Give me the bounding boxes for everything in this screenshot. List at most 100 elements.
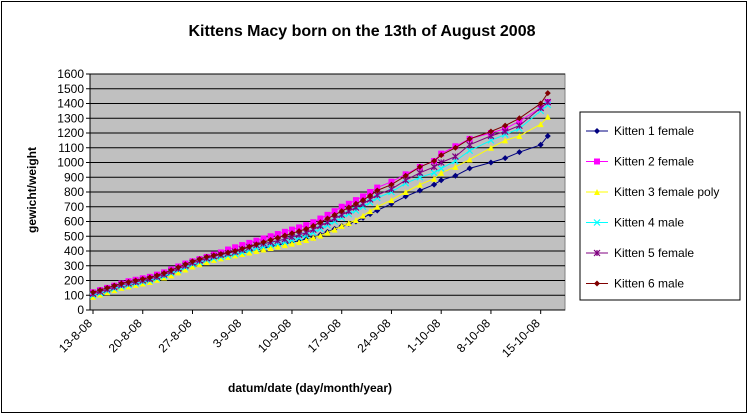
data-point <box>317 215 324 222</box>
data-point <box>175 264 182 271</box>
data-point <box>288 240 295 247</box>
y-axis-title: gewicht/weight <box>25 147 39 233</box>
series-6 <box>90 90 551 296</box>
y-tick-label: 1000 <box>57 156 84 170</box>
data-point <box>210 256 217 263</box>
data-point <box>153 272 160 279</box>
y-tick-label: 100 <box>64 288 84 302</box>
data-point <box>303 236 310 243</box>
data-point <box>281 242 288 249</box>
data-point <box>438 169 445 176</box>
y-tick-label: 400 <box>64 244 84 258</box>
data-point <box>352 197 359 204</box>
data-point <box>466 147 474 155</box>
data-point <box>431 175 438 182</box>
data-point <box>324 215 331 222</box>
data-point <box>516 132 523 139</box>
data-point <box>146 274 153 281</box>
data-point <box>260 235 267 242</box>
data-point <box>274 234 281 241</box>
data-point <box>296 239 303 246</box>
x-tick-label: 13-8-08 <box>56 316 95 355</box>
data-point <box>416 187 423 194</box>
x-tick-label: 15-10-08 <box>499 316 543 360</box>
data-point <box>516 115 523 122</box>
legend-label: Kitten 4 male <box>614 216 684 230</box>
data-point <box>267 245 274 252</box>
data-point <box>239 250 246 257</box>
data-point <box>189 263 196 270</box>
data-point <box>267 236 274 243</box>
data-point <box>593 249 601 257</box>
legend-label: Kitten 5 female <box>614 246 694 260</box>
legend-item: Kitten 5 female <box>586 246 694 260</box>
data-point <box>182 266 189 273</box>
data-point <box>139 276 146 283</box>
data-point <box>217 250 224 257</box>
data-point <box>253 241 260 248</box>
x-tick-label: 1-10-08 <box>404 316 443 355</box>
data-point <box>501 128 509 135</box>
grid-lines <box>90 73 565 311</box>
data-point <box>196 256 203 263</box>
data-point <box>104 284 111 291</box>
y-tick-label: 200 <box>64 274 84 288</box>
data-point <box>189 258 196 265</box>
x-tick-label: 20-8-08 <box>106 316 145 355</box>
data-point <box>324 211 331 218</box>
data-point <box>367 189 374 195</box>
data-point <box>239 242 246 249</box>
data-point <box>281 232 288 239</box>
data-point <box>544 113 551 120</box>
data-point <box>466 135 473 142</box>
data-point <box>487 159 494 166</box>
data-point <box>360 212 367 219</box>
legend-item: Kitten 1 female <box>586 124 694 138</box>
data-point <box>402 172 409 179</box>
data-point <box>161 270 168 277</box>
data-point <box>274 231 281 238</box>
data-point <box>296 224 303 231</box>
data-point <box>203 259 210 266</box>
data-point <box>593 219 601 226</box>
data-point <box>537 100 544 107</box>
data-point <box>487 128 494 135</box>
data-point <box>516 149 523 156</box>
y-tick-label: 600 <box>64 215 84 229</box>
data-point <box>451 153 459 161</box>
data-point <box>544 98 552 106</box>
data-point <box>367 208 374 215</box>
data-point <box>232 252 239 259</box>
data-point <box>111 282 118 289</box>
data-point <box>281 228 288 235</box>
x-axis: 13-8-08 20-8-08 27-8-08 3-9-08 10-9-08 17-9-0… <box>56 309 565 360</box>
data-point <box>288 226 295 233</box>
data-point <box>537 121 544 128</box>
chart-title: Kittens Macy born on the 13th of August … <box>188 23 535 40</box>
data-point <box>374 187 381 194</box>
data-point <box>260 246 267 253</box>
data-point <box>515 122 523 130</box>
data-point <box>210 252 217 259</box>
legend-item: Kitten 3 female poly <box>586 185 719 199</box>
y-tick-label: 1600 <box>57 67 84 81</box>
data-point <box>502 137 509 144</box>
y-axis: 0100200300400500600700800900100011001200… <box>57 67 91 317</box>
data-point <box>246 243 253 250</box>
data-point <box>452 172 459 179</box>
data-point <box>132 277 139 284</box>
y-tick-label: 1400 <box>57 97 84 111</box>
y-tick-label: 900 <box>64 170 84 184</box>
y-tick-label: 0 <box>77 303 84 317</box>
data-point <box>331 211 338 218</box>
legend-label: Kitten 1 female <box>614 124 694 138</box>
data-point <box>416 169 424 177</box>
data-point <box>267 233 274 240</box>
data-point <box>90 289 96 296</box>
data-point <box>274 243 281 250</box>
x-tick-label: 24-9-08 <box>354 316 393 355</box>
data-point <box>594 158 600 165</box>
data-point <box>345 204 352 211</box>
data-point <box>303 225 310 232</box>
